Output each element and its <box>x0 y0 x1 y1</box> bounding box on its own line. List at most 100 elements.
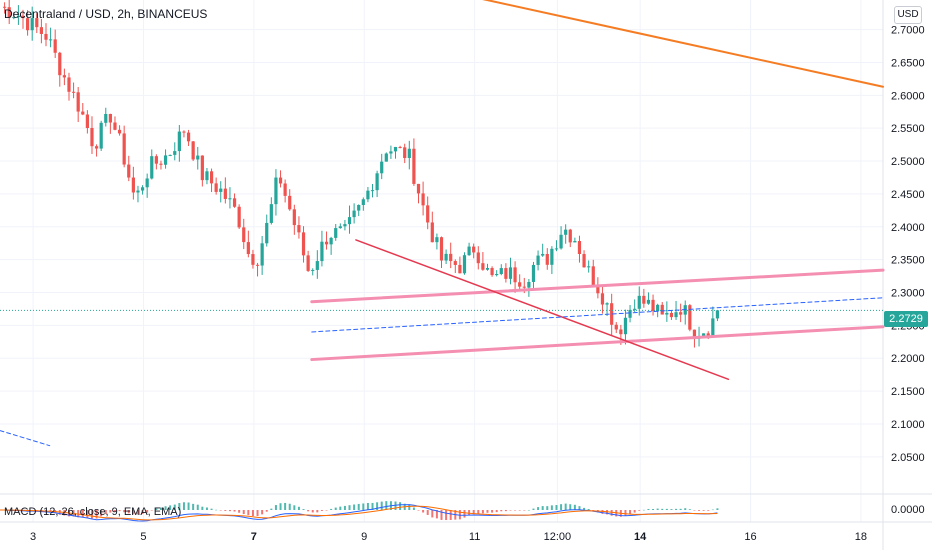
macd-histogram-bar <box>504 510 507 512</box>
macd-histogram-bar <box>518 510 521 511</box>
macd-histogram-bar <box>376 502 379 510</box>
currency-button[interactable]: USD <box>894 6 922 24</box>
candle-body <box>393 146 398 152</box>
macd-histogram-bar <box>546 506 549 510</box>
candle-body <box>288 195 292 210</box>
candle-body <box>449 253 453 262</box>
macd-histogram-bar <box>675 508 678 510</box>
candle-body <box>214 183 218 192</box>
macd-histogram-bar <box>688 509 691 510</box>
macd-histogram-bar <box>210 508 213 510</box>
macd-histogram-bar <box>348 505 351 510</box>
macd-histogram-bar <box>270 508 273 510</box>
candle-body <box>35 18 39 28</box>
macd-histogram-bar <box>656 508 659 510</box>
macd-histogram-bar <box>311 510 314 513</box>
candle-body <box>94 146 99 149</box>
orange-trendline <box>482 0 884 88</box>
candle-body <box>646 299 651 304</box>
candle-body <box>619 329 623 335</box>
candle-body <box>274 177 278 205</box>
candle-body <box>550 248 554 265</box>
macd-histogram-bar <box>219 510 222 511</box>
macd-histogram-bar <box>371 502 374 510</box>
candle-body <box>398 146 402 148</box>
macd-histogram-bar <box>297 506 300 510</box>
macd-histogram-bar <box>481 510 484 514</box>
candle-body <box>292 209 296 226</box>
macd-histogram-bar <box>435 510 438 519</box>
candle-body <box>334 228 338 238</box>
symbol-title: Decentraland / USD, 2h, BINANCEUS <box>4 7 208 21</box>
macd-histogram-bar <box>339 506 342 510</box>
macd-histogram-bar <box>716 508 719 510</box>
macd-histogram-bar <box>238 510 241 513</box>
macd-histogram-bar <box>113 510 116 512</box>
macd-histogram-bar <box>472 510 475 515</box>
macd-histogram-bar <box>307 510 310 512</box>
candle-body <box>117 129 122 134</box>
candle-body <box>380 161 384 174</box>
candle-body <box>283 183 287 196</box>
candle-body <box>554 248 559 250</box>
macd-histogram-bar <box>228 510 231 512</box>
candle-body <box>412 148 416 184</box>
price-tick-label: 2.5500 <box>891 123 925 135</box>
time-tick-label: 9 <box>361 531 367 543</box>
candle-body <box>531 264 536 282</box>
macd-histogram-bar <box>624 510 627 516</box>
macd-histogram-bar <box>353 504 356 510</box>
candle-body <box>163 155 168 165</box>
candle-body <box>623 317 628 335</box>
macd-histogram-bar <box>550 505 553 510</box>
candle-body <box>81 111 85 115</box>
candle-body <box>297 225 301 233</box>
candle-body <box>62 75 66 78</box>
macd-histogram-bar <box>573 504 576 510</box>
macd-histogram-bar <box>325 510 328 511</box>
macd-histogram-bar <box>136 510 139 515</box>
macd-histogram-bar <box>104 510 107 514</box>
macd-histogram-bar <box>629 510 632 514</box>
macd-histogram-bar <box>394 501 397 510</box>
candle-body <box>12 17 16 19</box>
candle-body <box>196 155 200 160</box>
macd-histogram-bar <box>256 510 259 517</box>
candle-body <box>361 199 365 205</box>
macd-histogram-bar <box>422 510 425 513</box>
macd-histogram-bar <box>440 510 443 520</box>
candle-body <box>228 198 232 200</box>
candle-body <box>21 15 25 19</box>
macd-histogram-bar <box>587 509 590 510</box>
macd-histogram-bar <box>458 510 461 520</box>
macd-histogram-bar <box>477 510 480 514</box>
macd-histogram-bar <box>684 508 687 510</box>
macd-histogram-bar <box>711 509 714 511</box>
candle-body <box>136 190 140 193</box>
candle-body <box>679 312 683 315</box>
macd-histogram-bar <box>555 505 558 510</box>
macd-histogram-bar <box>702 510 705 511</box>
candle-body <box>329 237 333 245</box>
candle-body <box>453 261 457 265</box>
candle-body <box>582 254 586 268</box>
candle-body <box>200 155 204 181</box>
price-tick-label: 2.6500 <box>891 57 925 69</box>
time-tick-label: 3 <box>30 531 36 543</box>
macd-histogram-bar <box>247 510 250 516</box>
candle-body <box>674 312 678 318</box>
macd-histogram-bar <box>578 506 581 510</box>
candle-body <box>145 178 149 188</box>
macd-histogram-bar <box>601 510 604 514</box>
macd-histogram-bar <box>509 510 512 511</box>
candle-body <box>251 254 255 265</box>
macd-histogram-bar <box>302 509 305 510</box>
candle-body <box>104 113 108 123</box>
macd-histogram-bar <box>491 510 494 513</box>
macd-histogram-bar <box>652 509 655 510</box>
candle-body <box>476 252 480 264</box>
macd-histogram-bar <box>265 510 268 512</box>
candle-body <box>85 114 89 128</box>
candle-body <box>150 156 154 179</box>
